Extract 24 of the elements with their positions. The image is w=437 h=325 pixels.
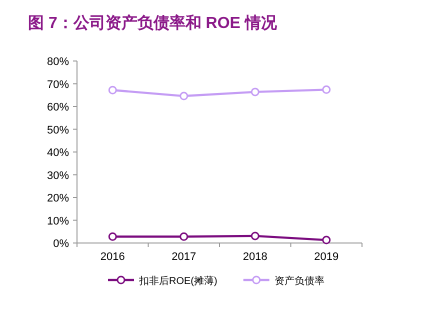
y-tick-label: 40% (46, 147, 70, 159)
point (322, 236, 331, 244)
title: 图 7：公司资产负债率和 ROE 情况 (28, 15, 277, 32)
point (180, 92, 188, 100)
y-tick-label: 70% (46, 78, 70, 91)
point (322, 85, 331, 94)
y-tick-label: 60% (46, 102, 70, 114)
point (250, 232, 260, 240)
point (180, 232, 188, 241)
point (250, 88, 260, 96)
y-tick-label: 30% (46, 170, 70, 182)
legend-label: 资产负债率 (274, 275, 324, 287)
y-tick-label: 0% (53, 238, 70, 250)
x-tick-label: 2016 (100, 251, 125, 263)
x-tick-label: 2017 (172, 251, 196, 263)
point (108, 232, 117, 241)
y-tick-label: 10% (46, 215, 70, 228)
y-tick-label: 20% (46, 192, 70, 204)
y-tick-label: 50% (46, 124, 70, 136)
legend-label: 扣非后ROE(摊薄) (138, 275, 218, 287)
y-tick-label: 80% (46, 56, 70, 68)
x-tick-label: 2018 (242, 251, 268, 263)
x-tick-label: 2019 (314, 251, 339, 263)
point (108, 86, 117, 94)
